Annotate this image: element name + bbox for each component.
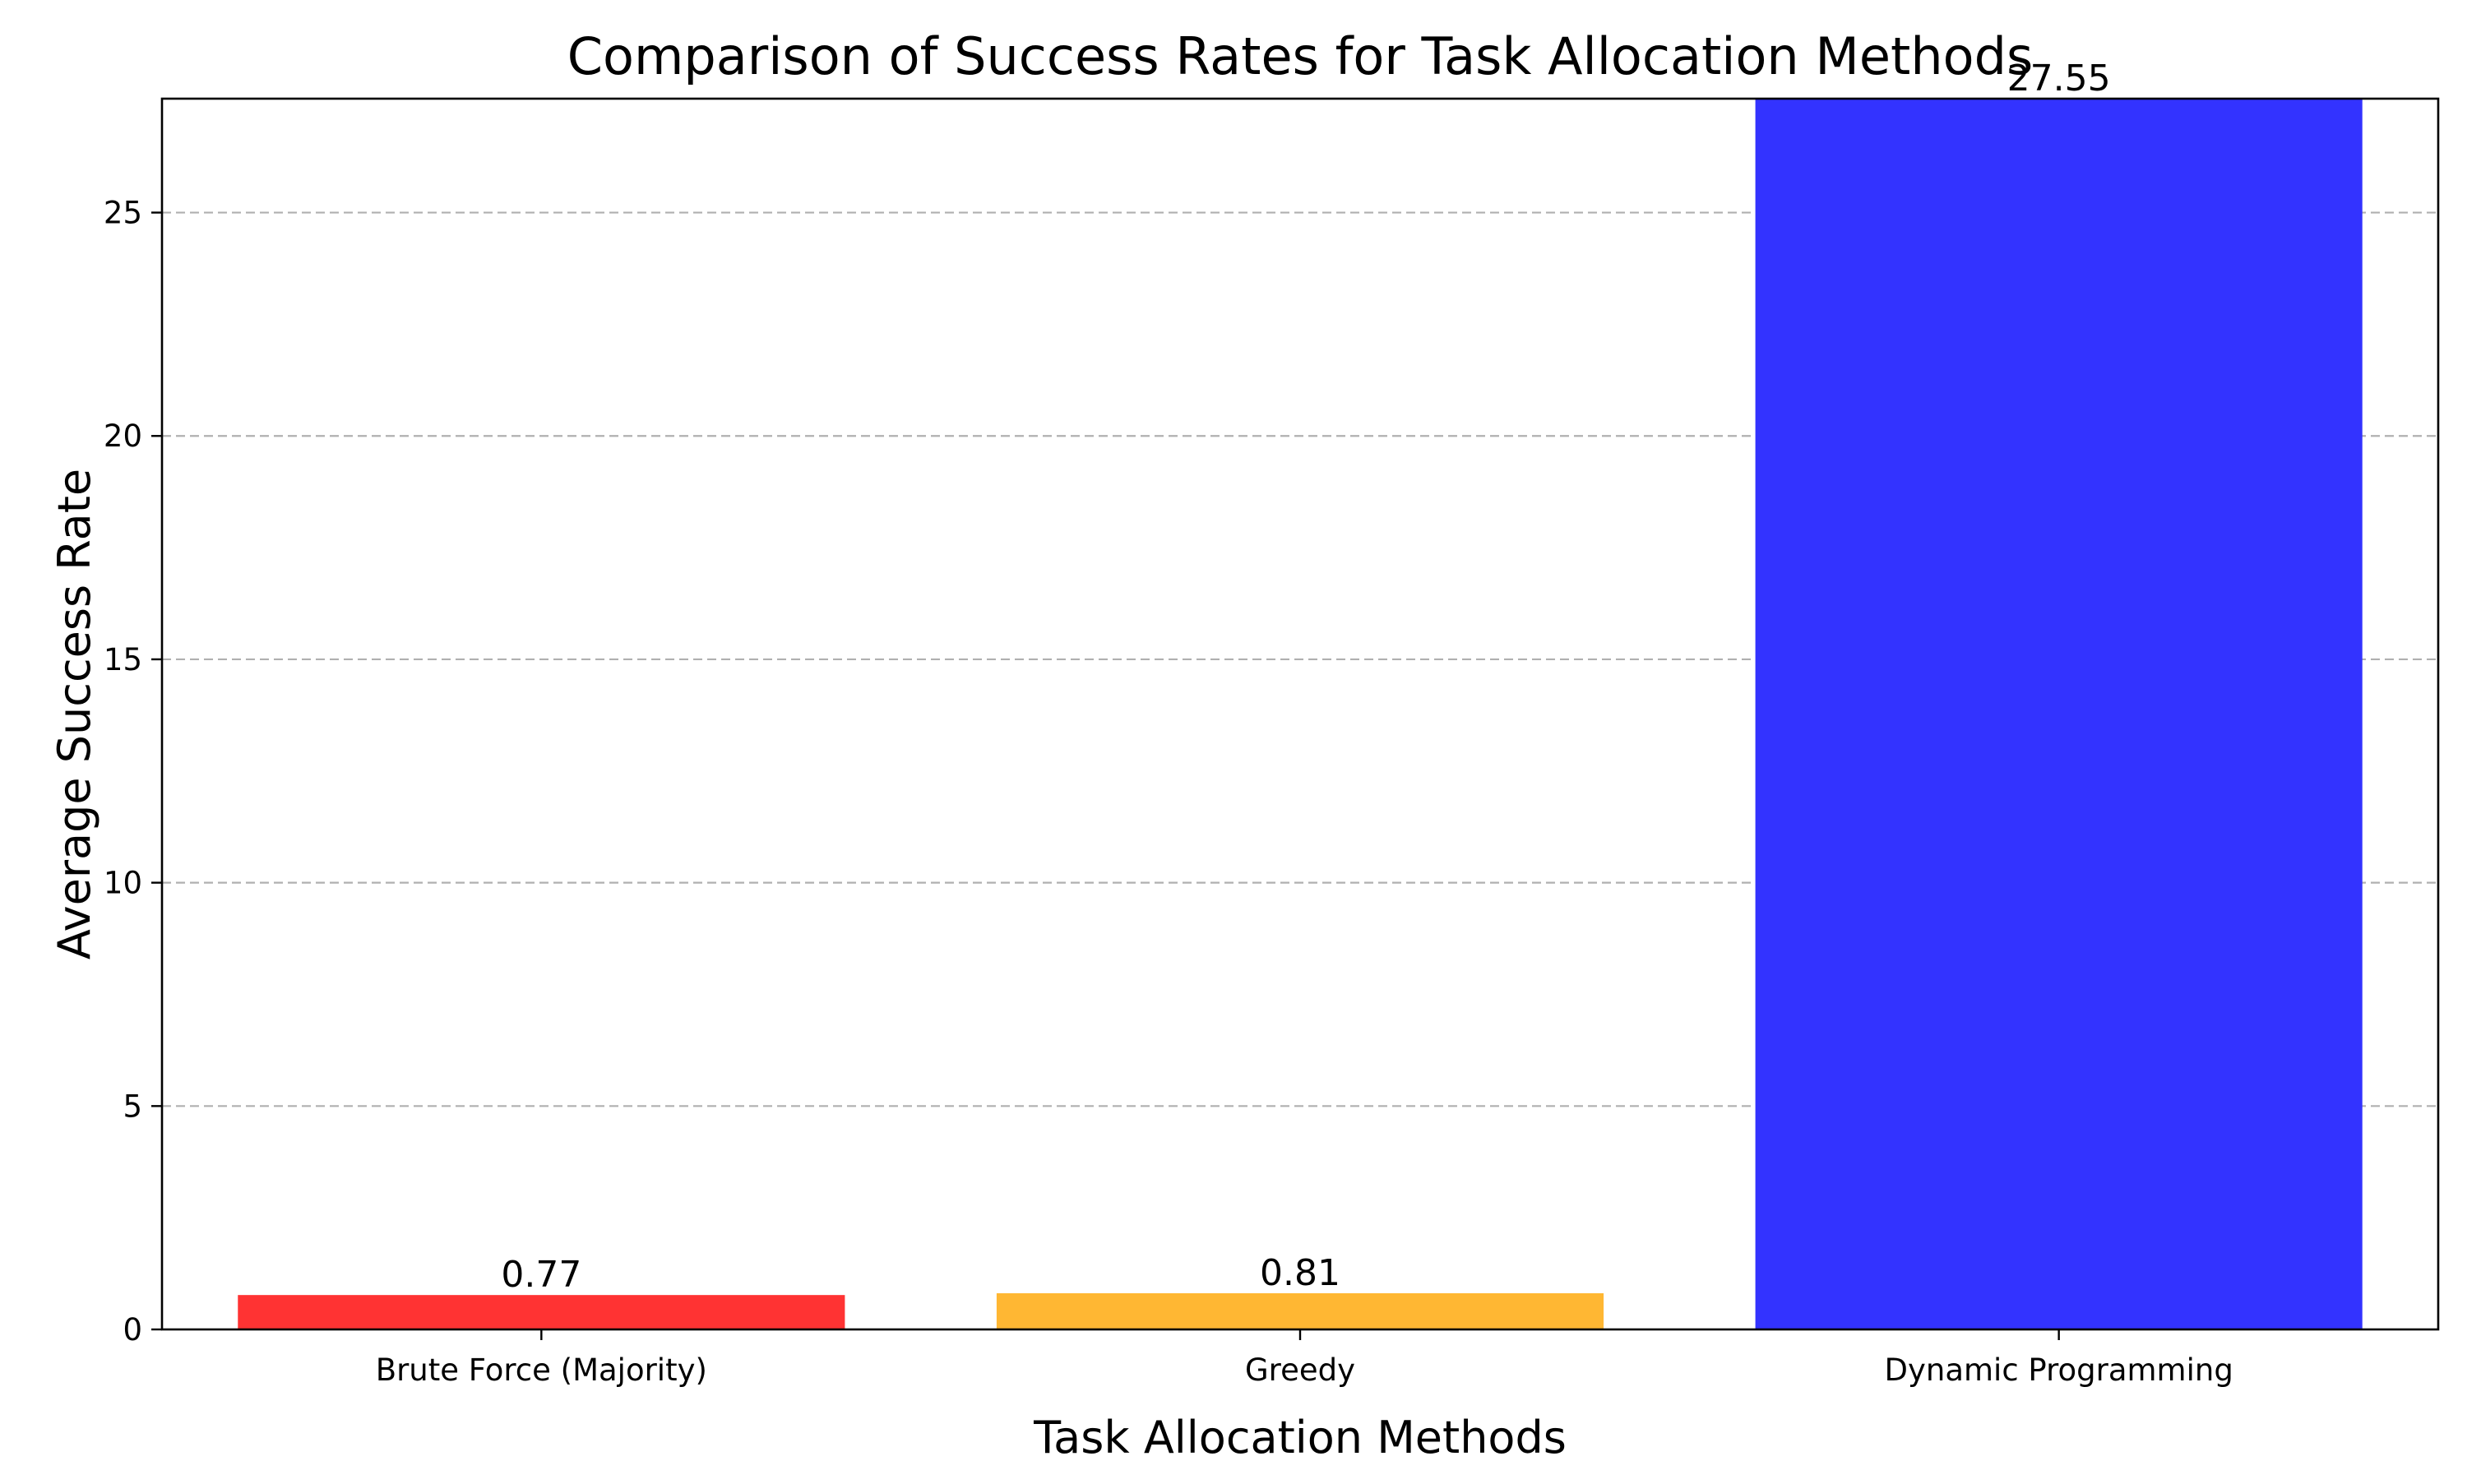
y-tick-label: 0 xyxy=(123,1312,142,1348)
grid-layer xyxy=(162,211,2438,1107)
y-tick-label: 25 xyxy=(104,196,142,231)
y-tick-label: 5 xyxy=(123,1089,142,1124)
x-tick-label: Dynamic Programming xyxy=(1885,1352,2233,1388)
x-axis-label: Task Allocation Methods xyxy=(1033,1412,1567,1463)
chart-title: Comparison of Success Rates for Task All… xyxy=(567,26,2034,86)
y-tick-label: 10 xyxy=(104,866,142,901)
bar-value-label: 27.55 xyxy=(2007,58,2111,99)
tick-layer: 0 5 10 15 20 25 Brute Force (Majority) Greedy Dy… xyxy=(104,196,2233,1388)
bar xyxy=(1755,99,2363,1329)
x-tick-label: Greedy xyxy=(1245,1352,1355,1388)
bar-value-label: 0.77 xyxy=(501,1254,581,1296)
y-axis-label: Average Success Rate xyxy=(49,469,100,959)
x-tick-label: Brute Force (Majority) xyxy=(376,1352,707,1388)
bar-value-label: 0.81 xyxy=(1260,1252,1340,1294)
bar xyxy=(238,1295,845,1329)
y-tick-label: 20 xyxy=(104,418,142,454)
bar xyxy=(996,1292,1604,1329)
bar-layer xyxy=(238,99,2363,1329)
y-tick-label: 15 xyxy=(104,642,142,677)
data-label-layer: 0.77 0.81 27.55 xyxy=(501,58,2110,1296)
